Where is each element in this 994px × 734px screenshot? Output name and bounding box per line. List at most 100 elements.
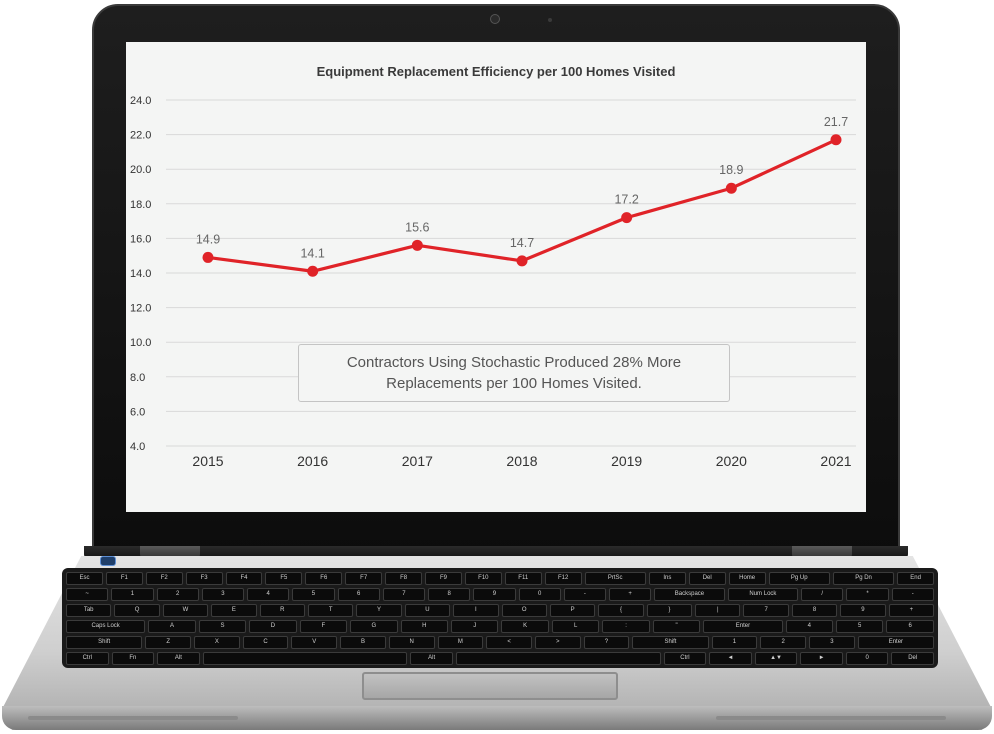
keyboard-key[interactable]: 2 [760,636,807,649]
keyboard-key[interactable]: 4 [785,620,833,633]
keyboard-key[interactable]: / [801,588,844,601]
keyboard-key[interactable]: 5 [836,620,884,633]
keyboard-key[interactable]: 0 [518,588,561,601]
keyboard-key[interactable]: 8 [428,588,471,601]
keyboard-key[interactable]: 3 [809,636,855,649]
keyboard-key[interactable]: R [259,604,305,617]
keyboard-key[interactable]: } [646,604,693,617]
keyboard-key[interactable]: - [891,588,934,601]
keyboard-key[interactable]: + [609,588,652,601]
keyboard-key[interactable]: D [249,620,297,633]
keyboard-key[interactable]: F7 [345,572,383,585]
keyboard-key[interactable]: : [602,620,650,633]
keyboard-key[interactable]: S [198,620,247,633]
keyboard-key[interactable]: G [350,620,398,633]
keyboard-key[interactable]: ◄ [709,652,752,665]
keyboard-key[interactable]: F1 [105,572,143,585]
keyboard-key[interactable]: 6 [337,588,380,601]
keyboard-key[interactable]: PrtSc [584,572,646,585]
keyboard-key[interactable]: F [299,620,348,633]
keyboard-key[interactable]: Del [688,572,726,585]
keyboard-key[interactable]: F3 [185,572,223,585]
keyboard-key[interactable]: X [194,636,240,649]
keyboard-key[interactable]: 1 [111,588,154,601]
keyboard-key[interactable]: End [897,572,935,585]
keyboard-key[interactable]: F10 [464,572,502,585]
power-button[interactable] [100,556,116,566]
keyboard-key[interactable]: F4 [225,572,263,585]
keyboard-key[interactable]: M [437,636,484,649]
keyboard-key[interactable]: + [888,604,935,617]
keyboard-key[interactable]: Enter [703,620,783,633]
keyboard-key[interactable]: W [162,604,209,617]
keyboard-key[interactable]: 9 [473,588,516,601]
keyboard-key[interactable]: H [400,620,448,633]
keyboard-key[interactable]: Del [891,652,934,665]
keyboard-key[interactable]: Z [145,636,191,649]
keyboard-key[interactable] [202,652,408,665]
keyboard-key[interactable]: J [451,620,499,633]
keyboard-key[interactable]: < [486,636,532,649]
keyboard-key[interactable]: E [211,604,257,617]
keyboard-key[interactable]: K [501,620,549,633]
keyboard-key[interactable]: ? [583,636,630,649]
keyboard-key[interactable]: Shift [66,636,143,649]
keyboard-key[interactable]: C [242,636,289,649]
keyboard-key[interactable] [455,652,661,665]
keyboard-key[interactable]: Fn [111,652,155,665]
keyboard-key[interactable]: " [652,620,701,633]
keyboard-key[interactable]: ▲▼ [754,652,798,665]
keyboard-key[interactable]: * [846,588,889,601]
keyboard-key[interactable]: Ins [648,572,686,585]
keyboard-key[interactable]: A [148,620,196,633]
keyboard-key[interactable]: Num Lock [727,588,799,601]
keyboard-key[interactable]: Q [114,604,160,617]
keyboard-key[interactable]: Ctrl [66,652,109,665]
keyboard-key[interactable]: F2 [145,572,183,585]
keyboard-key[interactable]: ~ [66,588,109,601]
keyboard-key[interactable]: Home [728,572,766,585]
keyboard-key[interactable]: Tab [66,604,112,617]
keyboard-key[interactable]: 0 [845,652,889,665]
keyboard-key[interactable]: - [563,588,606,601]
keyboard-key[interactable]: 3 [201,588,244,601]
touchpad[interactable] [362,672,618,700]
keyboard-key[interactable]: Y [356,604,402,617]
keyboard-key[interactable]: F9 [425,572,462,585]
keyboard-key[interactable]: 8 [791,604,838,617]
keyboard-key[interactable]: Shift [632,636,709,649]
keyboard-key[interactable]: { [598,604,644,617]
keyboard-key[interactable]: Backspace [654,588,725,601]
keyboard-key[interactable]: Esc [66,572,103,585]
keyboard-key[interactable]: Caps Lock [66,620,146,633]
keyboard-key[interactable]: B [340,636,386,649]
keyboard-key[interactable]: 9 [840,604,886,617]
keyboard-key[interactable]: 2 [156,588,199,601]
keyboard-key[interactable]: 1 [711,636,758,649]
keyboard-key[interactable]: 7 [382,588,425,601]
keyboard-key[interactable]: F5 [265,572,303,585]
keyboard-key[interactable]: F6 [305,572,343,585]
keyboard-key[interactable]: 5 [292,588,335,601]
keyboard-key[interactable]: | [695,604,741,617]
keyboard-key[interactable]: F12 [544,572,582,585]
keyboard-key[interactable]: ► [800,652,843,665]
keyboard-key[interactable]: Alt [410,652,453,665]
keyboard-key[interactable]: F11 [504,572,542,585]
keyboard-key[interactable]: Enter [857,636,935,649]
keyboard-key[interactable]: > [534,636,581,649]
keyboard-key[interactable]: 7 [743,604,789,617]
keyboard-key[interactable]: 4 [247,588,290,601]
keyboard-key[interactable]: Pg Up [768,572,830,585]
keyboard-key[interactable]: T [307,604,354,617]
keyboard-key[interactable]: Pg Dn [832,572,895,585]
keyboard-key[interactable]: I [453,604,499,617]
keyboard-key[interactable]: 6 [886,620,934,633]
keyboard-key[interactable]: O [501,604,547,617]
keyboard-key[interactable]: V [291,636,338,649]
keyboard-key[interactable]: Ctrl [663,652,707,665]
keyboard-key[interactable]: P [549,604,596,617]
keyboard-key[interactable]: Alt [157,652,200,665]
keyboard-key[interactable]: U [404,604,451,617]
keyboard-key[interactable]: N [388,636,435,649]
